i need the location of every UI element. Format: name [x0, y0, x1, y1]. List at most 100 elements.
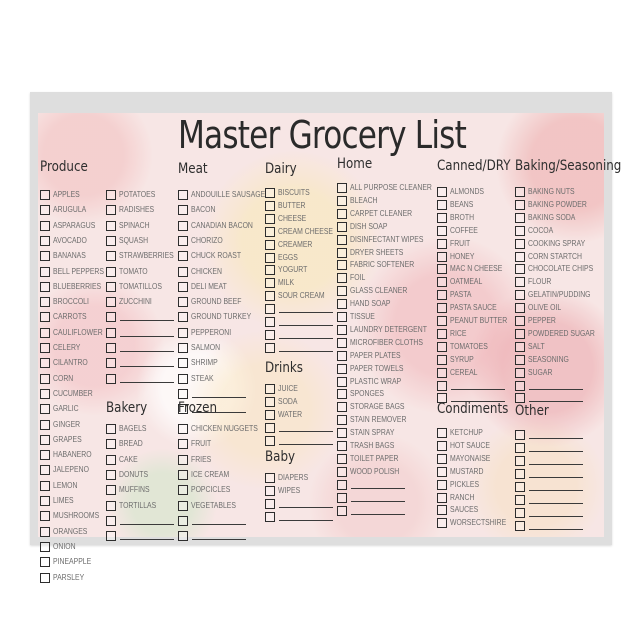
- checkbox[interactable]: [337, 350, 347, 361]
- checkbox[interactable]: [106, 439, 116, 450]
- checkbox[interactable]: [437, 225, 447, 236]
- checkbox[interactable]: [265, 396, 275, 407]
- checkbox[interactable]: [337, 376, 347, 387]
- checkbox[interactable]: [178, 205, 188, 216]
- checkbox[interactable]: [337, 363, 347, 374]
- checkbox[interactable]: [178, 469, 188, 480]
- checkbox[interactable]: [265, 188, 275, 198]
- checkbox[interactable]: [106, 312, 116, 323]
- checkbox[interactable]: [515, 495, 525, 505]
- checkbox[interactable]: [40, 496, 50, 506]
- checkbox[interactable]: [40, 434, 50, 445]
- checkbox[interactable]: [265, 265, 275, 276]
- checkbox[interactable]: [437, 290, 447, 301]
- checkbox[interactable]: [265, 498, 275, 509]
- checkbox[interactable]: [437, 518, 447, 529]
- checkbox[interactable]: [265, 252, 275, 263]
- checkbox[interactable]: [106, 485, 116, 496]
- checkbox[interactable]: [106, 251, 116, 262]
- checkbox[interactable]: [515, 328, 525, 339]
- checkbox[interactable]: [40, 190, 50, 200]
- checkbox[interactable]: [178, 220, 188, 231]
- checkbox[interactable]: [515, 187, 525, 197]
- checkbox[interactable]: [40, 404, 50, 415]
- checkbox[interactable]: [40, 450, 50, 461]
- checkbox[interactable]: [178, 312, 188, 323]
- checkbox[interactable]: [337, 312, 347, 322]
- checkbox[interactable]: [337, 337, 347, 348]
- checkbox[interactable]: [40, 220, 50, 231]
- checkbox[interactable]: [178, 388, 188, 399]
- checkbox[interactable]: [337, 389, 347, 400]
- checkbox[interactable]: [437, 251, 447, 262]
- checkbox[interactable]: [40, 388, 50, 399]
- checkbox[interactable]: [437, 303, 447, 314]
- checkbox[interactable]: [106, 235, 116, 246]
- checkbox[interactable]: [515, 264, 525, 275]
- checkbox[interactable]: [178, 266, 188, 277]
- checkbox[interactable]: [178, 281, 188, 292]
- checkbox[interactable]: [437, 328, 447, 339]
- checkbox[interactable]: [437, 238, 447, 249]
- checkbox[interactable]: [337, 402, 347, 413]
- checkbox[interactable]: [437, 199, 447, 210]
- checkbox[interactable]: [40, 312, 50, 323]
- checkbox[interactable]: [265, 473, 275, 483]
- checkbox[interactable]: [515, 521, 525, 531]
- checkbox[interactable]: [515, 443, 525, 453]
- checkbox[interactable]: [40, 327, 50, 338]
- checkbox[interactable]: [40, 205, 50, 216]
- checkbox[interactable]: [106, 327, 116, 338]
- checkbox[interactable]: [337, 453, 347, 464]
- checkbox[interactable]: [106, 266, 116, 277]
- checkbox[interactable]: [515, 380, 525, 391]
- checkbox[interactable]: [40, 541, 50, 552]
- checkbox[interactable]: [265, 485, 275, 496]
- checkbox[interactable]: [178, 485, 188, 496]
- checkbox[interactable]: [178, 343, 188, 353]
- checkbox[interactable]: [40, 297, 50, 308]
- checkbox[interactable]: [265, 409, 275, 420]
- checkbox[interactable]: [40, 465, 50, 476]
- checkbox[interactable]: [515, 290, 525, 301]
- checkbox[interactable]: [437, 212, 447, 223]
- checkbox[interactable]: [437, 479, 447, 490]
- checkbox[interactable]: [337, 260, 347, 271]
- checkbox[interactable]: [40, 419, 50, 430]
- checkbox[interactable]: [515, 212, 525, 223]
- checkbox[interactable]: [40, 251, 50, 262]
- checkbox[interactable]: [337, 441, 347, 451]
- checkbox[interactable]: [437, 367, 447, 378]
- checkbox[interactable]: [337, 415, 347, 426]
- checkbox[interactable]: [337, 221, 347, 232]
- checkbox[interactable]: [437, 354, 447, 365]
- checkbox[interactable]: [178, 531, 188, 542]
- checkbox[interactable]: [515, 469, 525, 479]
- checkbox[interactable]: [40, 572, 50, 583]
- checkbox[interactable]: [106, 358, 116, 369]
- checkbox[interactable]: [40, 511, 50, 522]
- checkbox[interactable]: [337, 492, 347, 503]
- checkbox[interactable]: [106, 424, 116, 434]
- checkbox[interactable]: [515, 341, 525, 352]
- checkbox[interactable]: [265, 278, 275, 289]
- checkbox[interactable]: [106, 281, 116, 292]
- checkbox[interactable]: [178, 190, 188, 200]
- checkbox[interactable]: [40, 343, 50, 353]
- checkbox[interactable]: [437, 453, 447, 464]
- checkbox[interactable]: [515, 482, 525, 492]
- checkbox[interactable]: [337, 466, 347, 477]
- checkbox[interactable]: [40, 235, 50, 246]
- checkbox[interactable]: [40, 266, 50, 277]
- checkbox[interactable]: [265, 226, 275, 237]
- checkbox[interactable]: [178, 297, 188, 308]
- checkbox[interactable]: [265, 291, 275, 302]
- checkbox[interactable]: [437, 466, 447, 477]
- checkbox[interactable]: [337, 273, 347, 284]
- checkbox[interactable]: [178, 439, 188, 450]
- checkbox[interactable]: [515, 316, 525, 326]
- checkbox[interactable]: [178, 327, 188, 338]
- checkbox[interactable]: [515, 430, 525, 440]
- checkbox[interactable]: [40, 281, 50, 292]
- checkbox[interactable]: [40, 373, 50, 384]
